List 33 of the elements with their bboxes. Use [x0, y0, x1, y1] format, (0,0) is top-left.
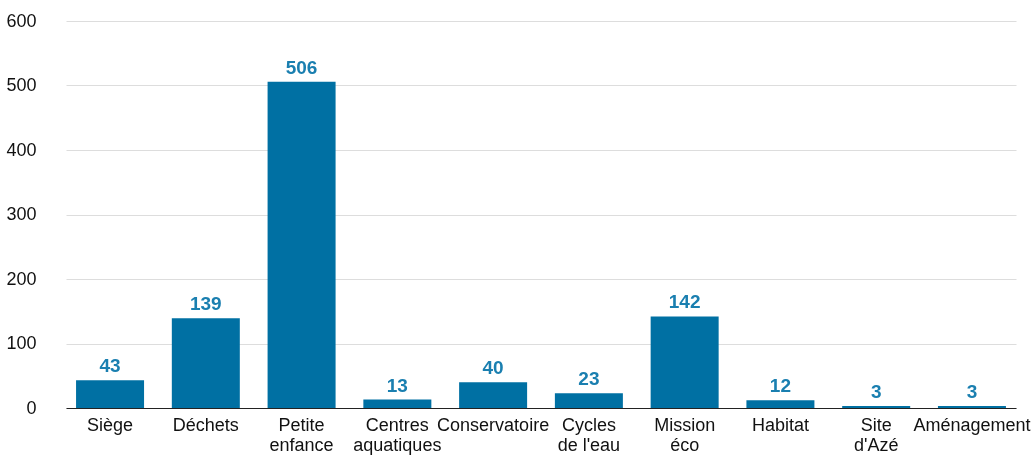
y-tick-label: 500	[6, 75, 37, 95]
x-tick-label: Petite enfance	[269, 414, 334, 455]
x-tick-label: Cycles de l'eau	[557, 414, 621, 455]
y-tick-label: 0	[26, 397, 37, 418]
data-label: 40	[482, 357, 504, 379]
bar	[554, 393, 623, 408]
bar	[459, 382, 528, 408]
data-label: 3	[870, 381, 882, 403]
y-tick-label: 100	[6, 333, 37, 353]
data-label: 13	[386, 374, 408, 396]
y-tick-label: 200	[6, 268, 37, 289]
data-label: 142	[668, 291, 701, 313]
bar	[171, 318, 240, 408]
y-tick-label: 600	[6, 10, 37, 31]
y-tick-label: 300	[6, 204, 37, 224]
y-tick-label: 400	[6, 139, 37, 160]
x-tick-label: Déchets	[172, 414, 239, 435]
bar	[267, 81, 336, 408]
data-label: 12	[769, 375, 791, 397]
bar	[76, 380, 145, 408]
x-tick-label: Siège	[87, 414, 134, 435]
x-tick-label: Site d'Azé	[853, 414, 899, 455]
data-label: 506	[285, 56, 318, 78]
bar	[746, 400, 815, 408]
x-tick-label: Aménagement	[913, 414, 1031, 435]
data-label: 23	[578, 368, 600, 390]
bar	[363, 399, 432, 408]
x-tick-label: Mission éco	[654, 414, 716, 455]
x-tick-label: Habitat	[751, 414, 809, 435]
bar	[650, 316, 719, 408]
data-label: 3	[966, 381, 978, 403]
data-label: 43	[99, 355, 121, 377]
data-label: 139	[189, 293, 222, 315]
